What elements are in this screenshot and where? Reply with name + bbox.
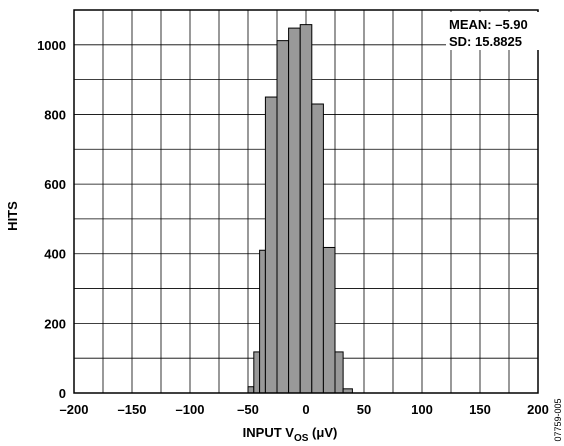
histogram-bar — [334, 351, 344, 394]
x-axis-title-subscript: OS — [294, 433, 309, 444]
histogram-bar — [322, 246, 336, 394]
y-tick-label: 600 — [44, 177, 66, 192]
histogram-bar — [276, 40, 290, 394]
y-tick-label: 200 — [44, 316, 66, 331]
x-tick-label: 150 — [469, 402, 491, 417]
x-axis-ticks: –200 –150 –100 –50 0 50 100 150 200 — [60, 402, 549, 417]
histogram-bar — [288, 27, 301, 394]
y-tick-label: 1000 — [37, 38, 66, 53]
annotation-box — [446, 12, 546, 50]
sd-annotation: SD: 15.8825 — [449, 34, 522, 49]
x-axis-title-unit: (μV) — [308, 425, 337, 440]
figure-code: 07759-005 — [553, 398, 563, 441]
mean-annotation: MEAN: –5.90 — [449, 17, 528, 32]
histogram-bar — [311, 103, 324, 394]
histogram-bar — [299, 24, 313, 394]
histogram-bar — [264, 96, 278, 394]
histogram-bar — [253, 351, 261, 394]
histogram-bar — [259, 249, 266, 394]
x-axis-title-main: INPUT V — [243, 425, 295, 440]
y-tick-label: 400 — [44, 247, 66, 262]
y-axis-title: HITS — [5, 201, 20, 231]
x-tick-label: 100 — [411, 402, 433, 417]
histogram-bar — [247, 386, 255, 394]
x-tick-label: –150 — [118, 402, 147, 417]
x-tick-label: –200 — [60, 402, 89, 417]
y-tick-label: 0 — [59, 386, 66, 401]
x-tick-label: 200 — [527, 402, 549, 417]
x-tick-label: –50 — [237, 402, 259, 417]
x-axis-title: INPUT VOS (μV) — [243, 425, 338, 444]
x-tick-label: –100 — [176, 402, 205, 417]
plot-frame — [73, 9, 539, 394]
y-tick-label: 800 — [44, 107, 66, 122]
x-tick-label: 50 — [357, 402, 371, 417]
x-tick-label: 0 — [302, 402, 309, 417]
y-axis-ticks: 0 200 400 600 800 1000 — [37, 38, 66, 401]
